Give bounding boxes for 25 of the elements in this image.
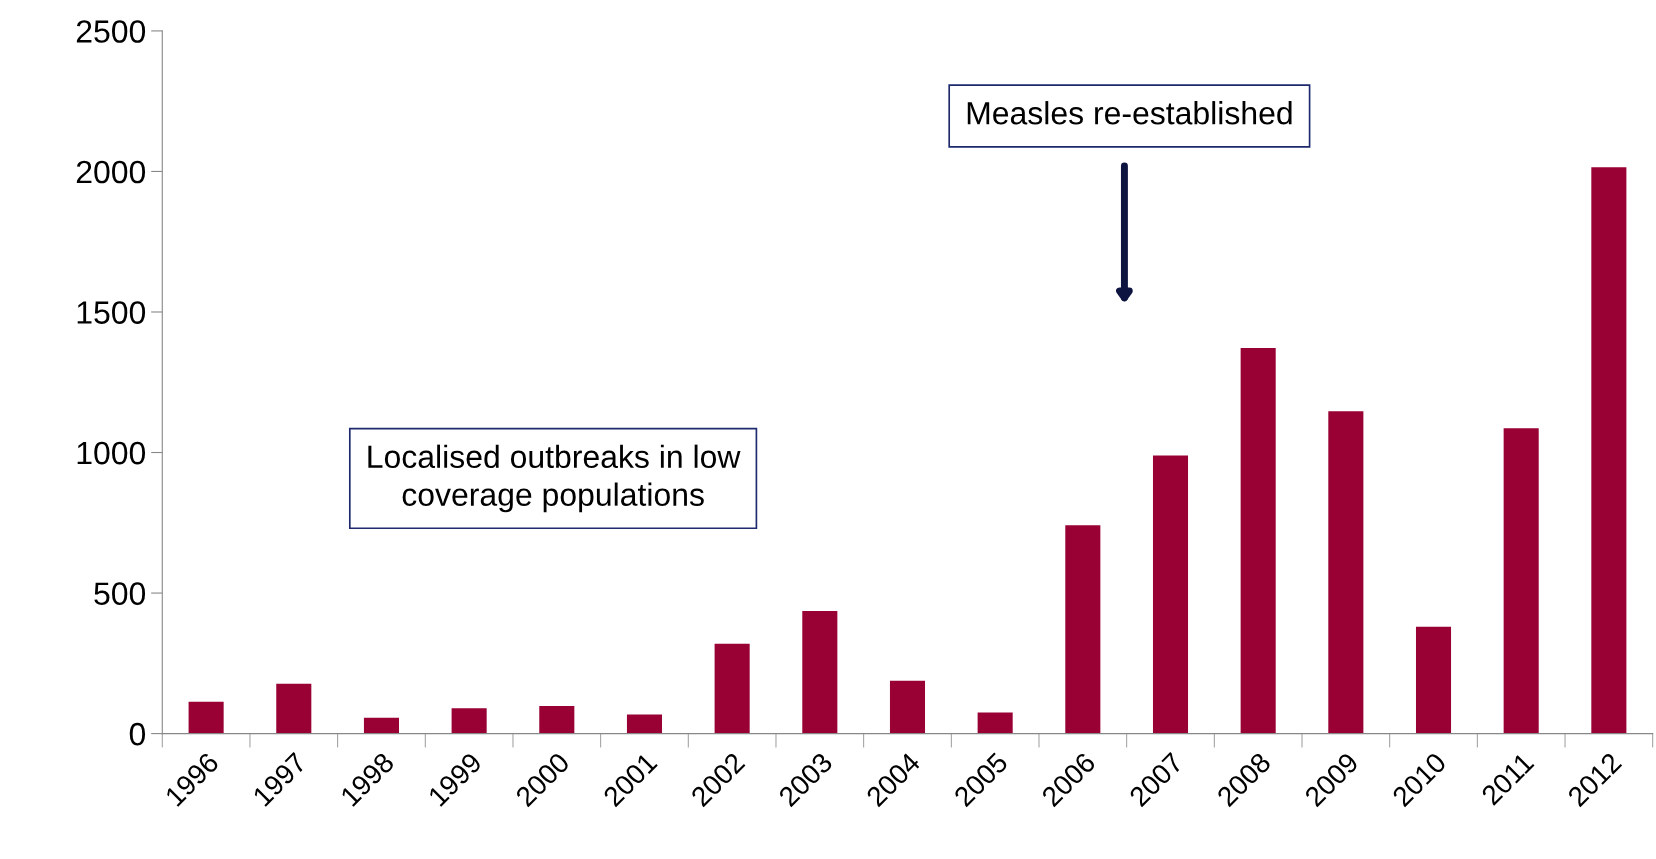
bar xyxy=(363,717,399,734)
bar xyxy=(802,611,838,734)
bar xyxy=(1591,167,1627,734)
bar xyxy=(188,701,224,734)
bar xyxy=(1240,347,1276,734)
bar xyxy=(977,712,1013,734)
bar xyxy=(1415,626,1452,734)
bar xyxy=(889,680,926,734)
bar xyxy=(276,683,312,734)
y-tick-label: 0 xyxy=(129,722,146,746)
bar xyxy=(1065,525,1101,734)
bar xyxy=(626,714,663,734)
y-tick-label: 2000 xyxy=(76,160,146,184)
bar xyxy=(1152,455,1189,734)
y-tick-label: 2500 xyxy=(76,20,146,43)
annotation: Measles re-established xyxy=(967,101,1292,125)
y-tick-label: 1000 xyxy=(77,441,146,465)
bar xyxy=(539,706,575,734)
bar xyxy=(451,708,487,734)
bar xyxy=(1328,411,1364,734)
bar xyxy=(714,643,750,734)
bar xyxy=(1503,428,1539,734)
y-tick-label: 1500 xyxy=(77,301,146,324)
annotation: Localised outbreaks in low coverage populations xyxy=(368,444,741,513)
y-tick-label: 500 xyxy=(94,582,146,605)
